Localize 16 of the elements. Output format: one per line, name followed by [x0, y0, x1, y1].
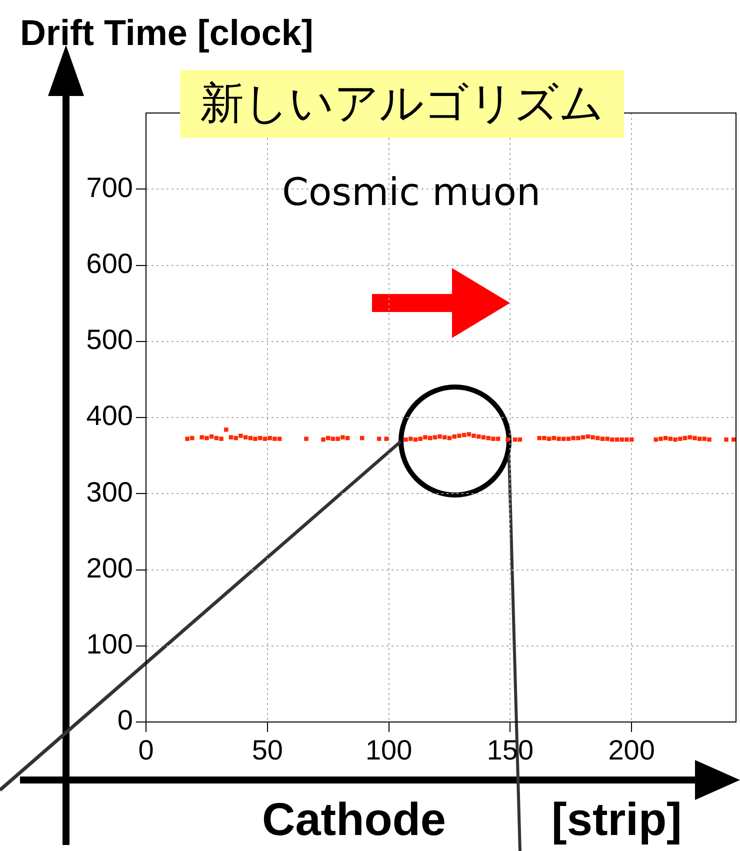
annotation: Cosmic muon: [282, 170, 541, 214]
y-tick-label: 0: [117, 704, 133, 736]
y-tick-label: 100: [86, 628, 133, 660]
y-tick-label: 700: [86, 172, 133, 203]
x-tick-label: 200: [608, 734, 655, 766]
y-tick-label: 500: [86, 324, 133, 356]
x-tick-label: 100: [365, 734, 412, 766]
x-tick-label: 50: [252, 734, 283, 766]
x-axis-title: Cathode [strip]: [262, 792, 682, 846]
x-tick-label: 0: [138, 734, 154, 766]
y-tick-label: 200: [86, 552, 133, 584]
chart-title: 新しいアルゴリズム: [180, 70, 624, 138]
y-tick-label: 300: [86, 476, 133, 508]
y-tick-label: 600: [86, 248, 133, 279]
y-axis-title: Drift Time [clock]: [20, 12, 314, 54]
y-tick-label: 400: [86, 400, 133, 432]
